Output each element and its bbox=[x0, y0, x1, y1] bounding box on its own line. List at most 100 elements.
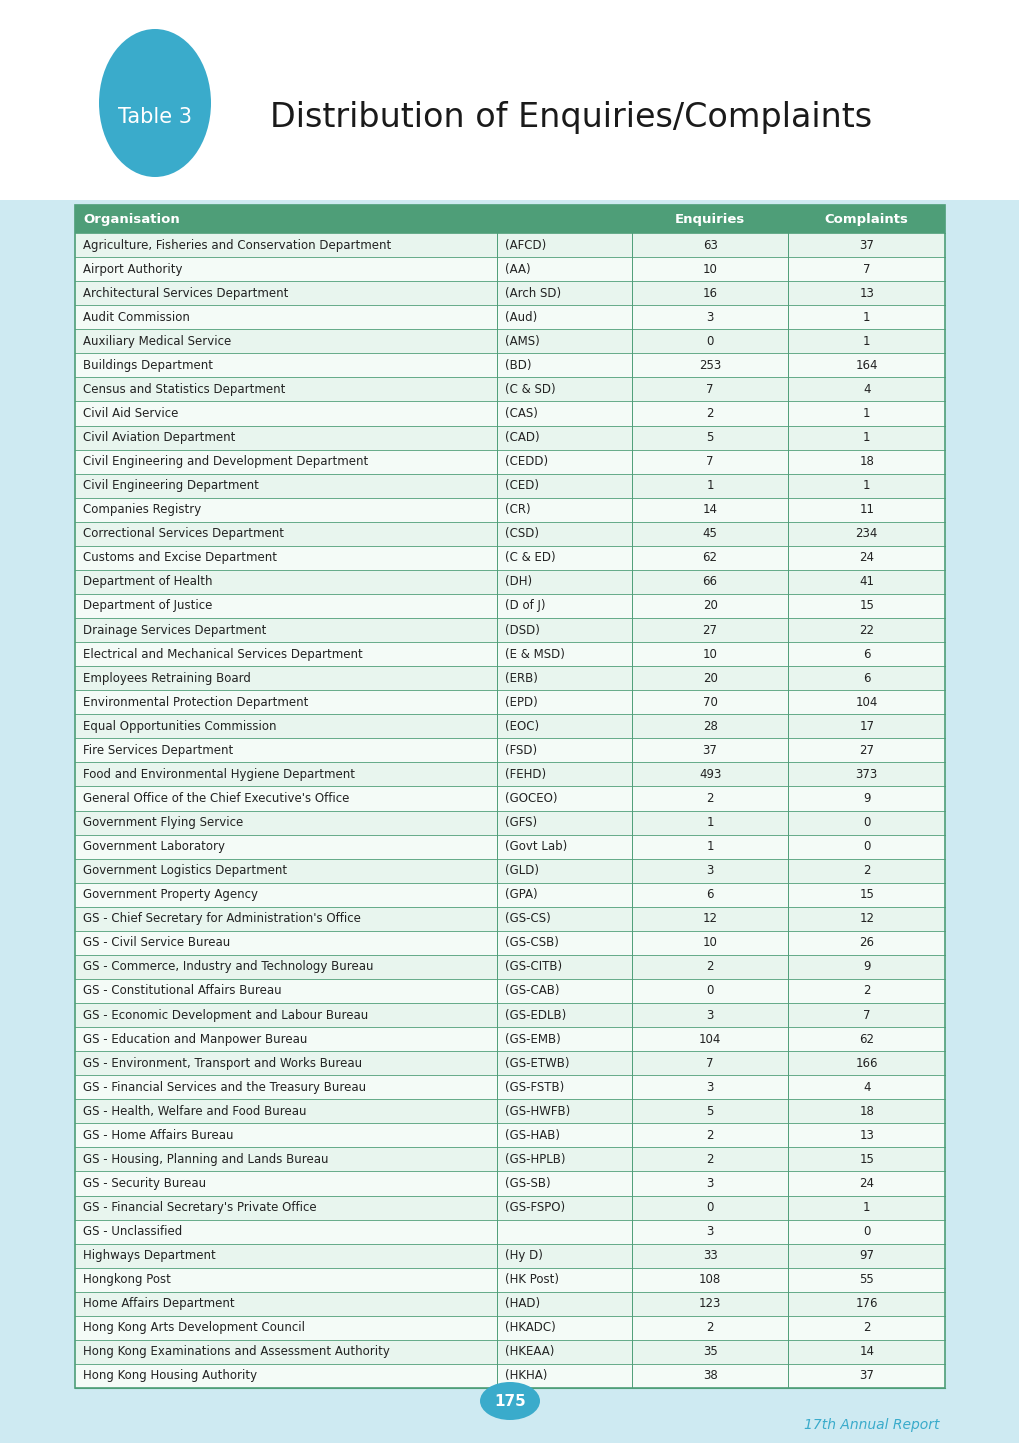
Text: GS - Health, Welfare and Food Bureau: GS - Health, Welfare and Food Bureau bbox=[83, 1105, 306, 1118]
Text: 5: 5 bbox=[706, 1105, 713, 1118]
Bar bbox=[75, 955, 944, 978]
Text: GS - Chief Secretary for Administration's Office: GS - Chief Secretary for Administration'… bbox=[83, 912, 361, 925]
Text: (GS-HPLB): (GS-HPLB) bbox=[504, 1153, 565, 1166]
Text: Government Property Agency: Government Property Agency bbox=[83, 889, 258, 902]
Text: 1: 1 bbox=[862, 310, 869, 323]
Text: Civil Aviation Department: Civil Aviation Department bbox=[83, 431, 235, 444]
Text: 15: 15 bbox=[858, 599, 873, 612]
Text: 11: 11 bbox=[858, 504, 873, 517]
Text: 0: 0 bbox=[706, 335, 713, 348]
Bar bbox=[75, 811, 944, 834]
Text: 253: 253 bbox=[698, 359, 720, 372]
Text: Department of Justice: Department of Justice bbox=[83, 599, 212, 612]
Text: Hong Kong Examinations and Assessment Authority: Hong Kong Examinations and Assessment Au… bbox=[83, 1345, 389, 1358]
Text: Department of Health: Department of Health bbox=[83, 576, 212, 589]
Text: 6: 6 bbox=[862, 671, 869, 684]
Text: 2: 2 bbox=[705, 792, 713, 805]
Text: Hongkong Post: Hongkong Post bbox=[83, 1273, 171, 1286]
Text: 38: 38 bbox=[702, 1369, 716, 1382]
Bar bbox=[75, 1051, 944, 1075]
Text: 18: 18 bbox=[858, 1105, 873, 1118]
Bar bbox=[75, 1364, 944, 1388]
Text: 37: 37 bbox=[858, 1369, 873, 1382]
Text: (CAS): (CAS) bbox=[504, 407, 537, 420]
Text: 17th Annual Report: 17th Annual Report bbox=[804, 1418, 940, 1431]
Text: 10: 10 bbox=[702, 937, 716, 949]
Text: 1: 1 bbox=[705, 840, 713, 853]
Bar bbox=[75, 883, 944, 906]
Text: Correctional Services Department: Correctional Services Department bbox=[83, 527, 283, 540]
Text: 35: 35 bbox=[702, 1345, 716, 1358]
Text: (GFS): (GFS) bbox=[504, 817, 537, 830]
Text: (CR): (CR) bbox=[504, 504, 530, 517]
Bar bbox=[75, 618, 944, 642]
Text: 10: 10 bbox=[702, 648, 716, 661]
Text: 26: 26 bbox=[858, 937, 873, 949]
Text: Government Laboratory: Government Laboratory bbox=[83, 840, 225, 853]
Text: 1: 1 bbox=[862, 431, 869, 444]
Text: 20: 20 bbox=[702, 599, 716, 612]
Bar bbox=[75, 595, 944, 618]
Bar bbox=[75, 426, 944, 450]
Text: Equal Opportunities Commission: Equal Opportunities Commission bbox=[83, 720, 276, 733]
Text: 3: 3 bbox=[706, 1225, 713, 1238]
Text: 3: 3 bbox=[706, 1081, 713, 1094]
Text: Highways Department: Highways Department bbox=[83, 1250, 216, 1263]
Text: 2: 2 bbox=[705, 961, 713, 974]
Bar bbox=[75, 714, 944, 739]
Text: Civil Aid Service: Civil Aid Service bbox=[83, 407, 178, 420]
Text: GS - Housing, Planning and Lands Bureau: GS - Housing, Planning and Lands Bureau bbox=[83, 1153, 328, 1166]
Text: (AMS): (AMS) bbox=[504, 335, 539, 348]
Text: (CAD): (CAD) bbox=[504, 431, 539, 444]
Bar bbox=[75, 906, 944, 931]
Text: 7: 7 bbox=[862, 1009, 869, 1022]
Bar bbox=[75, 1268, 944, 1291]
Bar bbox=[75, 401, 944, 426]
Text: (AA): (AA) bbox=[504, 263, 530, 276]
Text: (GS-CS): (GS-CS) bbox=[504, 912, 550, 925]
Text: Hong Kong Arts Development Council: Hong Kong Arts Development Council bbox=[83, 1322, 305, 1335]
Bar bbox=[75, 205, 944, 1388]
Text: 175: 175 bbox=[493, 1394, 526, 1408]
Ellipse shape bbox=[99, 29, 211, 177]
Text: 14: 14 bbox=[858, 1345, 873, 1358]
Text: 17: 17 bbox=[858, 720, 873, 733]
Text: (HAD): (HAD) bbox=[504, 1297, 539, 1310]
Text: 234: 234 bbox=[855, 527, 877, 540]
Bar bbox=[0, 0, 1019, 201]
Bar bbox=[75, 859, 944, 883]
Text: 108: 108 bbox=[698, 1273, 720, 1286]
Text: 2: 2 bbox=[705, 1128, 713, 1141]
Text: 62: 62 bbox=[702, 551, 717, 564]
Text: (DH): (DH) bbox=[504, 576, 532, 589]
Text: 3: 3 bbox=[706, 1009, 713, 1022]
Text: 4: 4 bbox=[862, 1081, 869, 1094]
Text: 97: 97 bbox=[858, 1250, 873, 1263]
Text: 1: 1 bbox=[862, 407, 869, 420]
Text: 55: 55 bbox=[858, 1273, 873, 1286]
Text: 70: 70 bbox=[702, 696, 716, 709]
Text: 12: 12 bbox=[702, 912, 717, 925]
Text: GS - Economic Development and Labour Bureau: GS - Economic Development and Labour Bur… bbox=[83, 1009, 368, 1022]
Text: Customs and Excise Department: Customs and Excise Department bbox=[83, 551, 277, 564]
Text: (GOCEO): (GOCEO) bbox=[504, 792, 557, 805]
Text: GS - Financial Secretary's Private Office: GS - Financial Secretary's Private Offic… bbox=[83, 1201, 316, 1214]
Text: (FEHD): (FEHD) bbox=[504, 768, 545, 781]
Bar bbox=[75, 205, 944, 232]
Text: 16: 16 bbox=[702, 287, 717, 300]
Text: 2: 2 bbox=[705, 1153, 713, 1166]
Text: GS - Security Bureau: GS - Security Bureau bbox=[83, 1177, 206, 1190]
Text: 0: 0 bbox=[862, 840, 869, 853]
Text: GS - Education and Manpower Bureau: GS - Education and Manpower Bureau bbox=[83, 1033, 307, 1046]
Bar bbox=[75, 1341, 944, 1364]
Text: 66: 66 bbox=[702, 576, 717, 589]
Text: Drainage Services Department: Drainage Services Department bbox=[83, 623, 266, 636]
Text: Audit Commission: Audit Commission bbox=[83, 310, 190, 323]
Bar bbox=[75, 570, 944, 595]
Text: 1: 1 bbox=[705, 479, 713, 492]
Text: Enquiries: Enquiries bbox=[675, 212, 745, 225]
Text: General Office of the Chief Executive's Office: General Office of the Chief Executive's … bbox=[83, 792, 350, 805]
Text: (ERB): (ERB) bbox=[504, 671, 537, 684]
Text: 28: 28 bbox=[702, 720, 716, 733]
Text: (C & SD): (C & SD) bbox=[504, 382, 555, 395]
